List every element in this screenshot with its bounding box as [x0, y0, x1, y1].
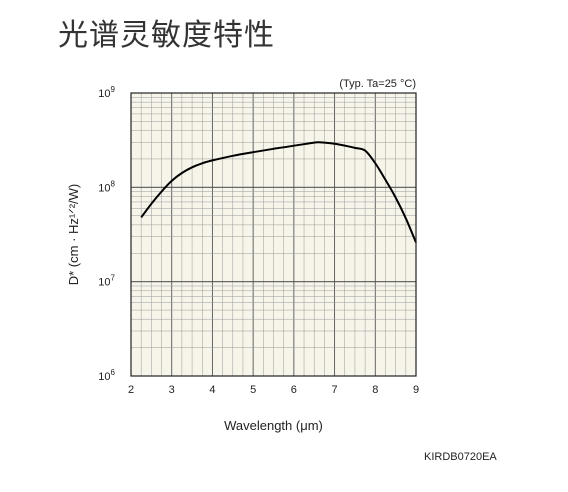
figure-code: KIRDB0720EA [424, 451, 497, 463]
x-tick-label: 7 [332, 384, 338, 396]
x-tick-label: 6 [291, 384, 297, 396]
x-tick-label: 4 [209, 384, 215, 396]
series-line [140, 141, 417, 243]
page-title: 光谱灵敏度特性 [58, 18, 275, 53]
x-tick-label: 5 [250, 384, 256, 396]
tick-labels: 2 3 4 5 6 7 8 9 106 107 108 109 [98, 85, 419, 396]
plot-frame [130, 92, 417, 377]
y-tick-label: 109 [98, 85, 115, 100]
x-tick-label: 8 [372, 384, 378, 396]
y-tick-label: 106 [98, 368, 115, 383]
x-tick-label: 3 [169, 384, 175, 396]
x-tick-label: 9 [413, 384, 419, 396]
x-tick-label: 2 [128, 384, 134, 396]
x-axis-label: Wavelength (μm) [224, 418, 323, 433]
y-axis-label: D* (cm · Hz¹ᐟ²/W) [66, 184, 81, 286]
condition-note: (Typ. Ta=25 °C) [339, 78, 416, 90]
y-tick-label: 108 [98, 179, 115, 194]
grid-lines [130, 92, 417, 377]
y-tick-label: 107 [98, 274, 115, 289]
